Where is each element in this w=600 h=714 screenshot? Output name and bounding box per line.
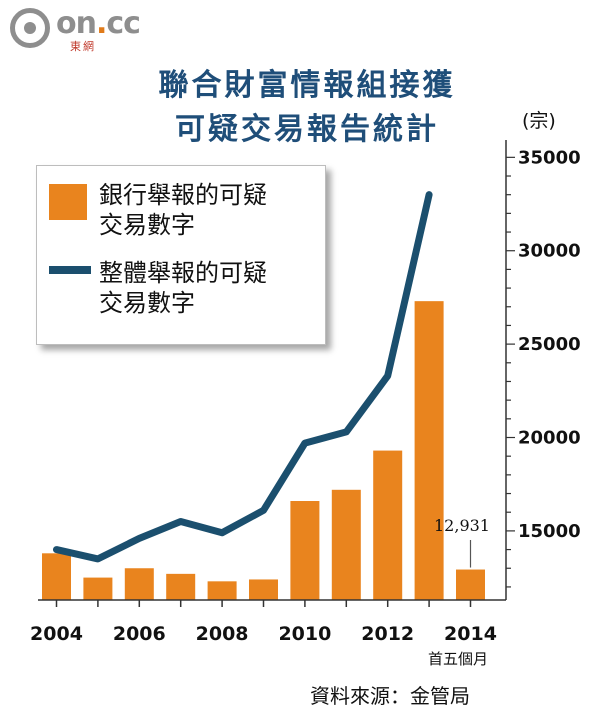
legend-entry-bank: 銀行舉報的可疑 交易數字	[99, 180, 319, 240]
line-layer	[53, 191, 433, 563]
x-tick-label-2010: 2010	[278, 623, 331, 645]
logo-wordmark: on.cc	[56, 6, 141, 41]
x-tick-label-2014: 2014	[444, 623, 497, 645]
legend-entry-total: 整體舉報的可疑 交易數字	[99, 258, 319, 318]
bar-2007	[166, 573, 196, 600]
y-tick-label-20000: 20000	[518, 428, 581, 449]
source-note: 資料來源：金管局	[310, 684, 470, 708]
logo-subtitle: 東網	[70, 40, 96, 53]
total-series-line	[53, 191, 433, 563]
x-tick-label-2008: 2008	[196, 623, 249, 645]
bar-2005	[83, 577, 113, 600]
y-tick-label-25000: 25000	[518, 334, 581, 355]
bar-2013	[414, 301, 444, 600]
legend-total-line-2: 交易數字	[99, 289, 195, 317]
x-tick-label-2004: 2004	[30, 623, 83, 645]
legend: 銀行舉報的可疑 交易數字 整體舉報的可疑 交易數字	[36, 165, 326, 345]
bar-2009	[249, 579, 278, 600]
logo-tld: cc	[106, 6, 141, 41]
bar-2014	[456, 569, 485, 600]
note-first-five-months: 首五個月	[428, 650, 489, 668]
data-label-2014: 12,931	[434, 516, 490, 535]
bar-2010	[290, 501, 320, 600]
axes-layer: 2004 2006 2008 2010 2012 2014 15000 20000 25000 3…	[30, 140, 581, 645]
y-tick-label-30000: 30000	[518, 241, 581, 262]
bars-layer	[42, 301, 485, 600]
x-tick-label-2006: 2006	[113, 623, 166, 645]
bar-2012	[373, 450, 403, 600]
logo-on-text: on	[56, 6, 97, 41]
bar-2006	[124, 568, 154, 600]
y-axis-unit-label: (宗)	[522, 110, 556, 132]
y-tick-label-35000: 35000	[518, 147, 581, 168]
legend-bar-swatch	[49, 184, 87, 220]
chart-title-line-1: 聯合財富情報組接獲	[158, 68, 456, 103]
x-tick-label-2012: 2012	[361, 623, 414, 645]
oncc-logo: on.cc 東網	[8, 6, 141, 56]
legend-bank-line-1: 銀行舉報的可疑	[99, 181, 267, 209]
y-tick-label-15000: 15000	[518, 521, 581, 542]
legend-total-line-1: 整體舉報的可疑	[99, 259, 267, 287]
bar-2008	[207, 581, 237, 600]
bar-2011	[331, 489, 361, 600]
bar-2004	[42, 553, 71, 600]
chart-title-line-2: 可疑交易報告統計	[175, 112, 439, 147]
logo-dot: .	[95, 6, 107, 41]
logo-ring-icon	[10, 8, 50, 48]
legend-line-swatch	[49, 266, 91, 274]
legend-bank-line-2: 交易數字	[99, 211, 195, 239]
